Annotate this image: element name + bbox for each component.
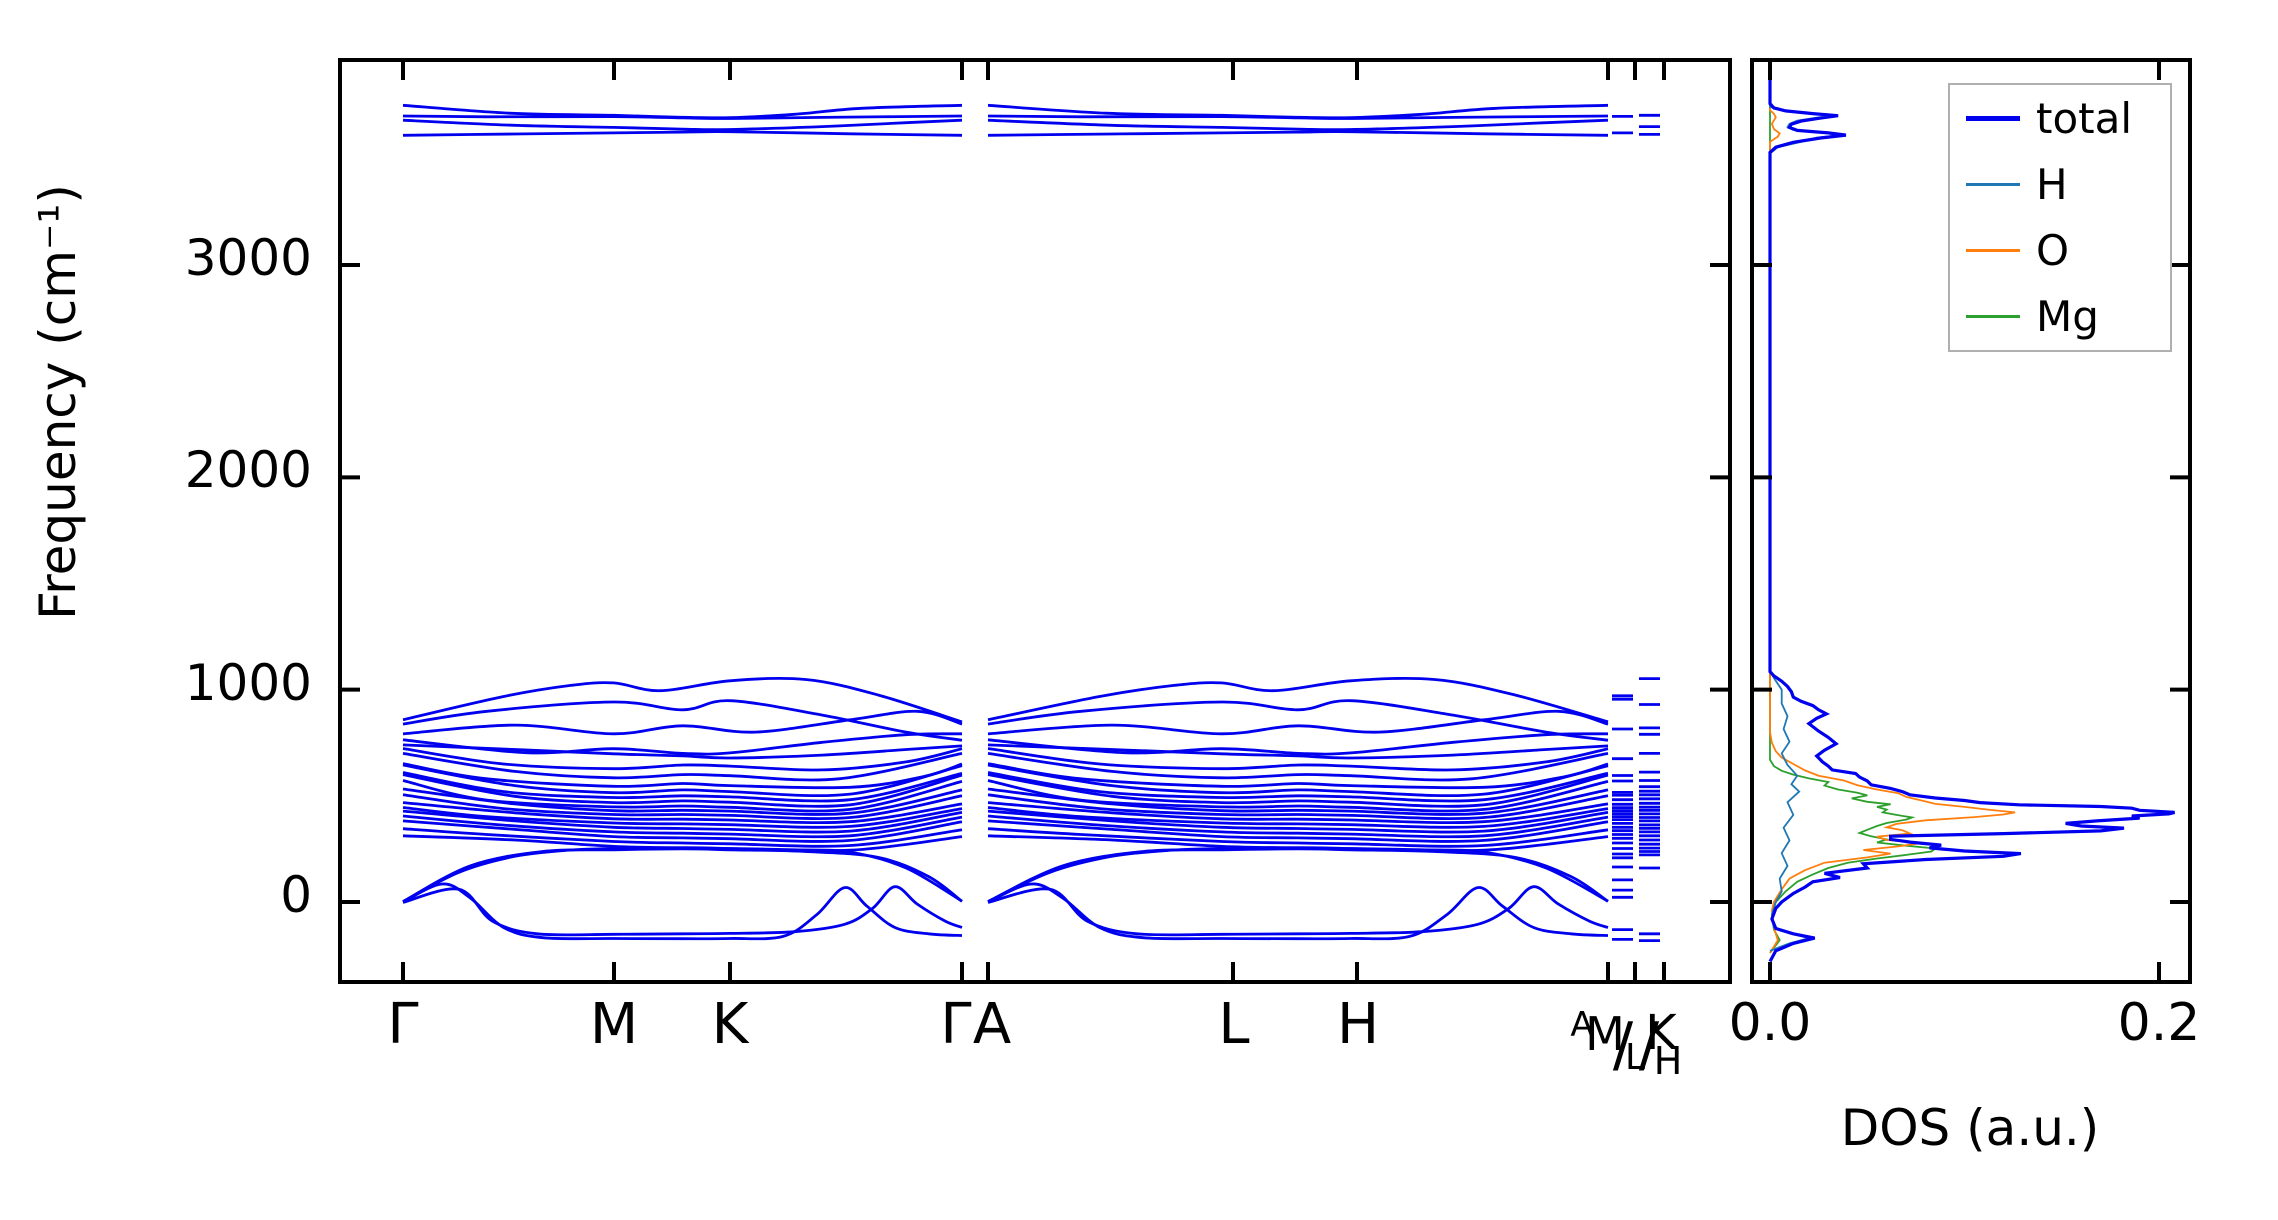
y-tick-label-2000: 2000 bbox=[184, 441, 312, 500]
legend-line-sample-h bbox=[1966, 182, 2020, 186]
band-structure-curves bbox=[402, 103, 1660, 942]
legend-item-total: total bbox=[1950, 94, 2170, 143]
axes-frame bbox=[338, 58, 2192, 984]
k-point-label-K: K bbox=[711, 991, 749, 1057]
legend-line-sample-o bbox=[1966, 249, 2020, 253]
k-point-label-H: H bbox=[1653, 1038, 1683, 1083]
dos-curve-total bbox=[1768, 63, 2175, 963]
legend-item-h: H bbox=[1950, 160, 2170, 209]
k-point-label-K: K bbox=[1645, 1005, 1677, 1062]
dos-tick-label-0.0: 0.0 bbox=[1728, 992, 1812, 1053]
k-point-label-Γ: Γ bbox=[940, 991, 972, 1057]
k-point-label-L: L bbox=[1218, 991, 1250, 1057]
legend-line-sample-total bbox=[1966, 115, 2020, 121]
y-tick-label-3000: 3000 bbox=[184, 229, 312, 287]
legend-item-label: H bbox=[2036, 159, 2068, 209]
dos-curve-H bbox=[1769, 63, 1841, 952]
k-point-label-H: H bbox=[1336, 991, 1380, 1057]
k-point-label-/: / bbox=[1612, 1009, 1634, 1080]
legend: total H O Mg bbox=[1948, 83, 2172, 352]
k-point-label-Γ: Γ bbox=[387, 991, 419, 1057]
k-point-label-M: M bbox=[589, 991, 639, 1057]
dos-curves bbox=[1768, 63, 2175, 963]
legend-line-sample-mg bbox=[1966, 315, 2020, 319]
y-tick-label-0: 0 bbox=[280, 866, 312, 924]
k-point-label-A: A bbox=[1570, 1004, 1594, 1045]
y-tick-label-1000: 1000 bbox=[184, 653, 312, 712]
dos-curve-Mg bbox=[1769, 63, 1938, 954]
k-point-label-A: A bbox=[972, 991, 1012, 1057]
dos-curve-O bbox=[1769, 63, 2016, 954]
k-point-label-L: L bbox=[1624, 1037, 1646, 1079]
k-point-label-M: M bbox=[1585, 1006, 1625, 1061]
legend-item-label: total bbox=[2036, 93, 2133, 143]
legend-item-o: O bbox=[1950, 226, 2170, 275]
legend-item-label: Mg bbox=[2036, 292, 2099, 342]
dos-x-axis-label: DOS (a.u.) bbox=[1840, 1099, 2100, 1157]
legend-item-mg: Mg bbox=[1950, 292, 2170, 341]
dos-tick-label-0.2: 0.2 bbox=[2117, 992, 2201, 1053]
k-point-label-/: / bbox=[1638, 1009, 1660, 1080]
legend-item-label: O bbox=[2036, 226, 2070, 276]
